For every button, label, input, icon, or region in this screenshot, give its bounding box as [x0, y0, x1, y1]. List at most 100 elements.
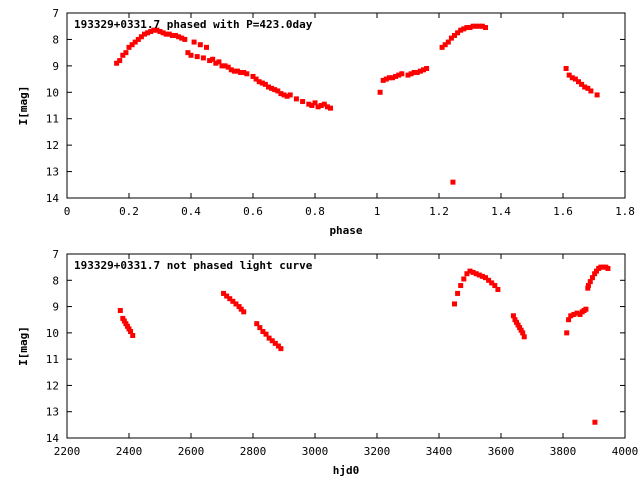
data-point — [571, 311, 577, 317]
data-point — [572, 76, 578, 82]
data-point — [272, 87, 278, 93]
data-point — [585, 85, 591, 91]
data-point — [442, 42, 448, 48]
data-point — [309, 103, 315, 108]
phased-chart-title: 193329+0331.7 phased with P=423.0day — [74, 18, 313, 31]
data-point — [414, 69, 420, 75]
data-point — [257, 325, 263, 331]
data-point — [151, 27, 157, 33]
data-point — [473, 271, 479, 277]
data-point — [191, 39, 197, 45]
data-point — [489, 280, 495, 286]
unphased-x-axis-label: hjd0 — [333, 464, 360, 477]
unphased-plot-frame — [66, 253, 626, 439]
data-point — [592, 419, 598, 425]
data-point — [293, 96, 299, 102]
y-tick-label: 7 — [52, 248, 59, 261]
data-point — [518, 327, 524, 333]
x-tick-label: 2400 — [116, 445, 143, 458]
data-point — [408, 71, 414, 77]
data-point — [328, 105, 333, 111]
data-point — [278, 91, 284, 97]
data-point — [126, 326, 132, 332]
x-tick-label: 2600 — [178, 445, 205, 458]
data-point — [169, 32, 175, 38]
data-point — [455, 290, 461, 296]
data-point — [117, 308, 123, 314]
y-tick-label: 13 — [46, 166, 59, 179]
data-point — [272, 340, 278, 346]
unphased-y-axis-label: I[mag] — [17, 326, 30, 366]
phased-y-axis-label: I[mag] — [17, 86, 30, 126]
data-point — [312, 100, 318, 106]
unphased-data-points — [117, 264, 611, 425]
data-point — [520, 330, 526, 336]
x-tick-label: 4000 — [612, 445, 639, 458]
x-tick-label: 3000 — [302, 445, 329, 458]
data-point — [194, 54, 200, 60]
data-point — [238, 69, 244, 75]
data-point — [582, 84, 588, 90]
data-point — [263, 331, 269, 337]
data-point — [321, 101, 327, 107]
data-point — [256, 79, 262, 85]
y-tick-label: 10 — [46, 86, 59, 99]
data-point — [452, 32, 457, 38]
data-point — [424, 66, 430, 71]
x-tick-label: 3600 — [488, 445, 515, 458]
y-tick-label: 12 — [46, 379, 59, 392]
data-point — [250, 73, 256, 79]
data-point — [563, 66, 569, 71]
y-tick-label: 12 — [46, 139, 59, 152]
data-point — [182, 36, 188, 42]
data-point — [476, 272, 482, 278]
x-tick-label: 0.8 — [305, 205, 325, 218]
data-point — [262, 81, 268, 87]
data-point — [124, 323, 130, 329]
data-point — [583, 306, 589, 312]
data-point — [235, 68, 240, 74]
data-point — [461, 26, 467, 32]
data-point — [225, 64, 231, 70]
data-point — [306, 101, 312, 107]
data-point — [188, 52, 194, 58]
data-point — [154, 27, 160, 33]
data-point — [467, 25, 473, 31]
data-point — [163, 31, 169, 37]
data-point — [521, 334, 527, 340]
data-point — [380, 77, 386, 83]
x-tick-label: 1.4 — [491, 205, 511, 218]
data-point — [576, 79, 581, 85]
data-point — [566, 317, 572, 323]
data-point — [452, 301, 457, 307]
data-point — [135, 36, 141, 42]
y-tick-label: 13 — [46, 406, 59, 419]
data-point — [166, 31, 172, 37]
data-point — [588, 88, 594, 94]
data-point — [120, 52, 126, 58]
data-point — [204, 44, 209, 50]
data-point — [464, 271, 470, 277]
data-point — [476, 23, 482, 29]
data-point — [241, 309, 247, 315]
data-point — [566, 72, 572, 78]
data-point — [185, 50, 191, 56]
data-point — [114, 60, 120, 66]
data-point — [318, 103, 324, 108]
data-point — [455, 30, 461, 36]
data-point — [278, 346, 284, 352]
data-point — [121, 318, 127, 324]
data-point — [483, 25, 488, 31]
x-tick-label: 0 — [64, 205, 71, 218]
data-point — [517, 325, 523, 331]
data-point — [227, 296, 233, 302]
phased-x-axis-label: phase — [329, 224, 362, 237]
y-tick-label: 9 — [52, 60, 59, 73]
data-point — [230, 298, 236, 304]
data-point — [216, 59, 222, 65]
data-point — [254, 321, 260, 327]
data-point — [287, 92, 293, 98]
data-point — [176, 34, 182, 40]
y-tick-label: 10 — [46, 327, 59, 340]
data-point — [510, 313, 516, 319]
